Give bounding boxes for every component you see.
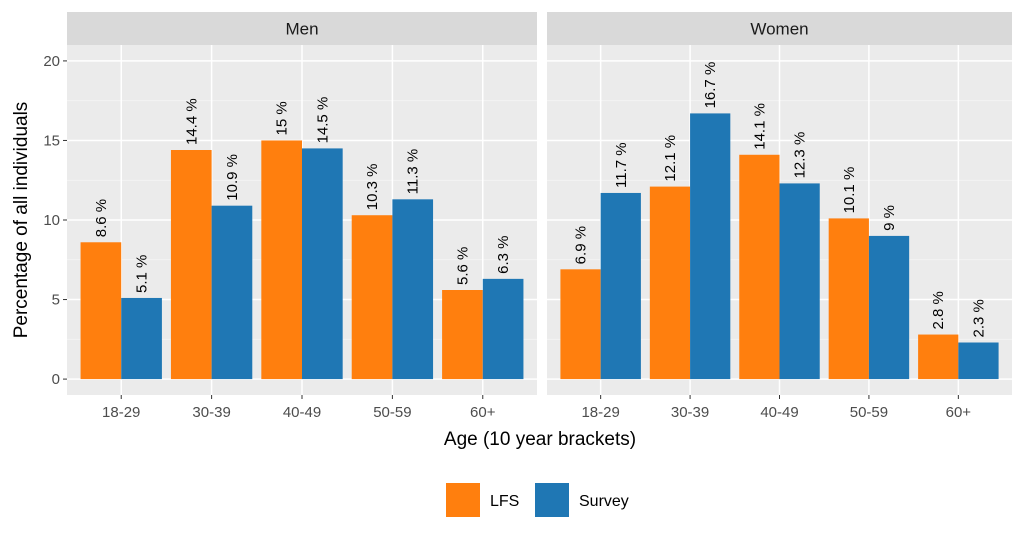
y-tick-label: 5 <box>52 292 60 309</box>
legend-label-survey: Survey <box>579 493 629 510</box>
bar-survey-50-59 <box>868 235 910 380</box>
facet-strip <box>67 12 537 45</box>
data-label: 16.7 % <box>702 62 719 109</box>
data-label: 6.3 % <box>495 236 512 274</box>
data-label: 9 % <box>881 205 898 231</box>
bar-lfs-60+ <box>918 334 959 380</box>
bar-lfs-18-29 <box>80 242 122 380</box>
data-label: 11.7 % <box>613 142 630 188</box>
y-tick-label: 15 <box>43 132 60 149</box>
x-tick-label: 50-59 <box>850 404 888 421</box>
bar-lfs-18-29 <box>560 269 601 380</box>
data-label: 10.1 % <box>841 167 858 214</box>
data-label: 8.6 % <box>93 199 110 237</box>
data-label: 12.1 % <box>662 135 679 182</box>
x-tick-label: 30-39 <box>671 404 709 421</box>
data-label: 14.1 % <box>751 103 768 150</box>
bar-lfs-30-39 <box>649 186 691 380</box>
facet-panels: Men 8.6 % 14.4 % 15 % 10.3 % 5.6 % 5.1 % 10.9 %… <box>67 12 1012 421</box>
x-axis-title: Age (10 year brackets) <box>444 429 636 450</box>
data-label: 11.3 % <box>405 149 422 195</box>
data-label: 6.9 % <box>573 226 590 264</box>
bar-lfs-50-59 <box>828 218 869 380</box>
bar-survey-30-39 <box>211 205 253 380</box>
bar-lfs-50-59 <box>351 215 393 380</box>
x-tick-label: 40-49 <box>760 404 798 421</box>
bar-survey-30-39 <box>690 113 731 380</box>
data-label: 2.8 % <box>930 291 947 329</box>
legend: LFS Survey <box>446 483 629 517</box>
data-label: 10.9 % <box>224 154 241 201</box>
x-tick-label: 40-49 <box>283 404 321 421</box>
facet-panel-women: Women 6.9 % 12.1 % 14.1 % 10.1 % 2.8 % 11.7 % 1… <box>547 12 1012 421</box>
y-tick-label: 10 <box>43 212 60 229</box>
bar-survey-50-59 <box>392 199 434 380</box>
y-tick-label: 0 <box>52 371 60 388</box>
facet-strip-label: Women <box>750 20 808 39</box>
bar-survey-60+ <box>482 278 524 380</box>
bar-survey-60+ <box>958 342 999 380</box>
data-label: 5.1 % <box>134 255 151 293</box>
facet-strip-label: Men <box>285 20 318 39</box>
x-tick-label: 60+ <box>946 404 972 421</box>
y-tick-label: 20 <box>43 53 60 70</box>
bar-lfs-40-49 <box>261 140 302 380</box>
x-tick-label: 50-59 <box>373 404 411 421</box>
bar-lfs-60+ <box>442 290 483 380</box>
x-tick-label: 18-29 <box>581 404 619 421</box>
x-tick-label: 30-39 <box>192 404 230 421</box>
bar-survey-40-49 <box>302 148 343 380</box>
bar-survey-18-29 <box>121 297 162 380</box>
data-label: 15 % <box>274 101 291 135</box>
x-tick-label: 60+ <box>470 404 496 421</box>
x-tick-label: 18-29 <box>102 404 140 421</box>
data-label: 14.4 % <box>183 98 200 145</box>
data-label: 12.3 % <box>792 132 809 179</box>
bar-lfs-30-39 <box>170 150 212 380</box>
data-label: 2.3 % <box>970 299 987 337</box>
y-axis: 0 5 10 15 20 <box>43 53 67 388</box>
legend-key-lfs <box>446 483 480 517</box>
data-label: 10.3 % <box>364 164 381 211</box>
facet-panel-men: Men 8.6 % 14.4 % 15 % 10.3 % 5.6 % 5.1 % 10.9 %… <box>67 12 537 421</box>
bar-survey-40-49 <box>779 183 820 380</box>
legend-key-survey <box>535 483 569 517</box>
data-label: 5.6 % <box>454 247 471 285</box>
data-label: 14.5 % <box>314 97 331 144</box>
bar-lfs-40-49 <box>739 154 780 380</box>
legend-label-lfs: LFS <box>490 493 519 510</box>
facet-strip <box>547 12 1012 45</box>
bar-survey-18-29 <box>600 192 641 380</box>
y-axis-title: Percentage of all individuals <box>11 102 32 339</box>
